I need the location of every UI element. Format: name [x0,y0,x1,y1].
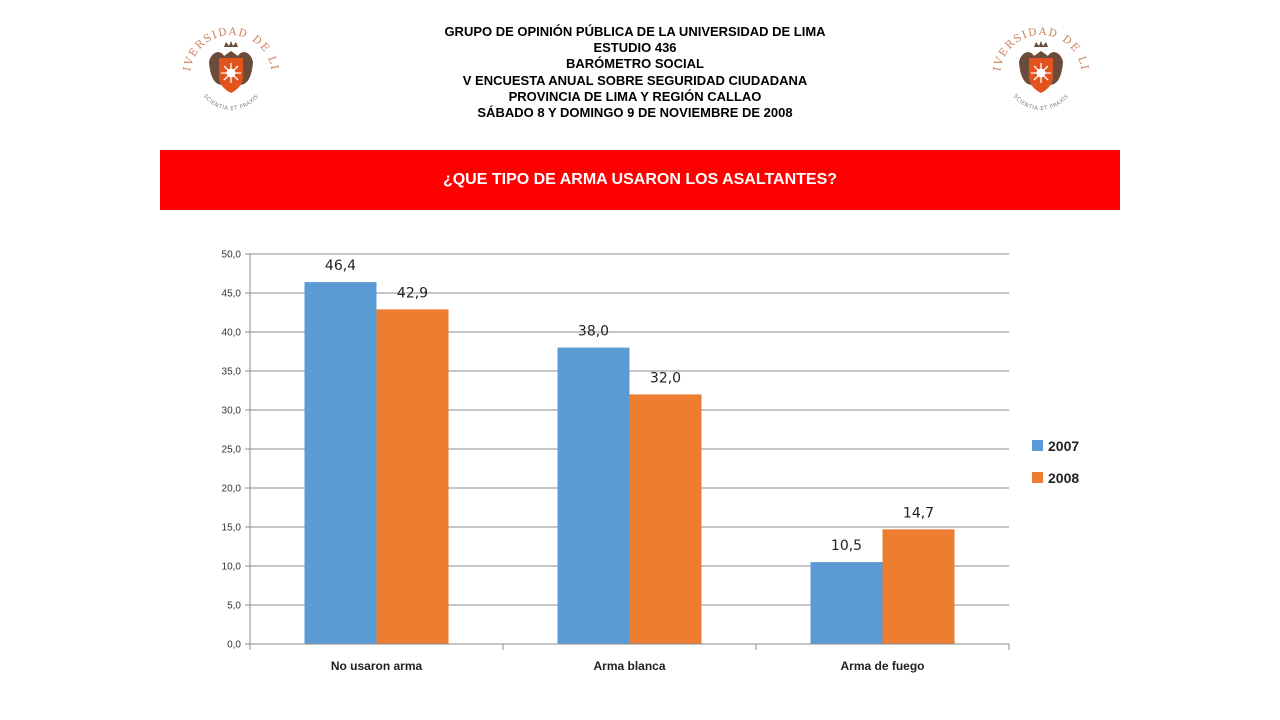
bar-2007-2 [557,347,630,644]
question-banner: ¿QUE TIPO DE ARMA USARON LOS ASALTANTES? [160,150,1120,210]
bar-2007-1 [304,282,377,644]
survey-header: GRUPO DE OPINIÓN PÚBLICA DE LA UNIVERSID… [380,24,890,121]
header-line-date: SÁBADO 8 Y DOMINGO 9 DE NOVIEMBRE DE 200… [477,105,793,121]
crown-icon [1034,41,1048,47]
y-tick-label: 20,0 [222,484,242,495]
y-tick-label: 15,0 [222,523,242,534]
question-title: ¿QUE TIPO DE ARMA USARON LOS ASALTANTES? [442,171,838,188]
bar-2007-3 [810,562,883,644]
y-tick-label: 0,0 [227,640,241,651]
y-tick-label: 35,0 [222,367,242,378]
header-line-survey: V ENCUESTA ANUAL SOBRE SEGURIDAD CIUDADA… [462,72,808,88]
x-category-label: Arma blanca [593,659,665,673]
crown-icon [224,41,238,47]
data-label: 46,4 [325,258,356,274]
data-label: 14,7 [903,505,934,521]
y-tick-label: 40,0 [222,328,242,339]
y-tick-label: 5,0 [227,601,241,612]
data-label: 42,9 [397,285,428,301]
legend-swatch-2007 [1032,440,1043,451]
y-tick-label: 45,0 [222,289,242,300]
bar-2008-3 [882,529,955,644]
data-label: 32,0 [650,370,681,386]
chart-legend: 2007 2008 [1032,438,1079,486]
header-line-organization: GRUPO DE OPINIÓN PÚBLICA DE LA UNIVERSID… [444,24,826,39]
bar-2008-1 [376,309,449,644]
legend-swatch-2008 [1032,472,1043,483]
bar-2008-2 [629,394,702,644]
header-line-barometer: BARÓMETRO SOCIAL [566,56,704,72]
chart-bars [304,282,955,644]
x-category-label: No usaron arma [331,659,423,673]
university-logo-right: UNIVERSIDAD DE LIMA SCIENTIA ET PRAXIS [986,18,1089,112]
shield-icon [1029,58,1053,93]
legend-label-2008: 2008 [1048,470,1079,486]
shield-icon [219,58,243,93]
chart-data-labels: 46,4 42,9 38,0 32,0 10,5 14,7 [325,258,934,554]
chart-axes: 0,0 5,0 10,0 15,0 20,0 25,0 30,0 35,0 40,0 45,0 50… [222,250,1010,673]
y-tick-label: 25,0 [222,445,242,456]
y-tick-label: 30,0 [222,406,242,417]
legend-label-2007: 2007 [1048,438,1079,454]
header-line-study: ESTUDIO 436 [593,40,677,56]
y-tick-label: 10,0 [222,562,242,573]
university-logo-left: UNIVERSIDAD DE LIMA SCIENTIA ET PRAXIS [176,18,279,112]
x-category-label: Arma de fuego [840,659,924,673]
data-label: 38,0 [578,324,609,340]
header-line-region: PROVINCIA DE LIMA Y REGIÓN CALLAO [508,88,762,104]
data-label: 10,5 [831,538,862,554]
y-tick-label: 50,0 [222,250,242,261]
